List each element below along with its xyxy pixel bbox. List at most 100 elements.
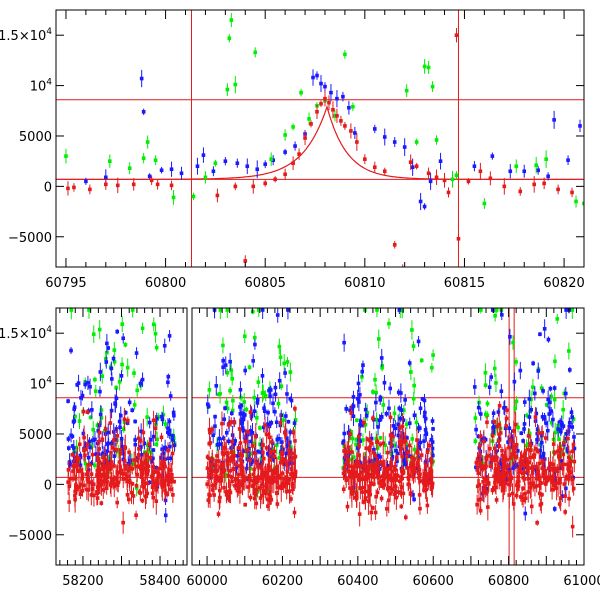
data-point (373, 453, 378, 458)
data-point (252, 395, 257, 400)
data-point (206, 404, 211, 408)
data-point (103, 427, 108, 431)
data-point (230, 439, 235, 444)
data-point (242, 400, 247, 404)
data-point (518, 368, 523, 373)
data-point (233, 439, 237, 443)
data-point (479, 437, 484, 442)
x-tick-label: 60805 (245, 276, 286, 291)
data-point (282, 477, 287, 482)
data-point (548, 386, 553, 391)
data-point (553, 430, 557, 435)
data-point (402, 455, 407, 460)
data-point (78, 492, 83, 497)
data-point (82, 435, 86, 440)
data-point (409, 455, 414, 460)
data-point (261, 425, 266, 430)
data-point (253, 50, 258, 55)
data-point (496, 410, 501, 414)
data-point (381, 441, 386, 446)
data-point (490, 458, 495, 462)
data-point (507, 477, 511, 482)
data-point (539, 455, 543, 459)
data-point (267, 498, 272, 503)
data-point (154, 442, 159, 447)
data-point (288, 370, 293, 374)
data-point (401, 418, 406, 422)
data-point (535, 427, 540, 432)
data-point (138, 438, 143, 443)
data-point (429, 438, 434, 442)
data-point (571, 486, 576, 491)
data-point (504, 424, 508, 428)
data-point (285, 481, 290, 486)
data-point (475, 458, 480, 463)
data-point (116, 480, 121, 485)
data-point (485, 413, 490, 418)
data-point (519, 461, 524, 465)
data-point (266, 451, 271, 456)
data-point (425, 503, 430, 508)
data-point (210, 427, 214, 432)
data-point (490, 308, 495, 312)
data-point (69, 348, 73, 353)
data-point (400, 454, 404, 459)
data-point (540, 492, 544, 497)
series-green (64, 13, 584, 211)
data-point (289, 467, 294, 471)
data-point (169, 487, 173, 492)
data-point (124, 476, 129, 481)
data-point (536, 437, 540, 442)
data-point (218, 475, 223, 480)
data-point (372, 447, 376, 452)
data-point (393, 426, 398, 431)
data-point (387, 485, 391, 490)
data-point (121, 336, 126, 341)
data-point (509, 476, 514, 480)
data-point (229, 475, 234, 479)
data-point (109, 451, 113, 455)
data-point (244, 476, 248, 480)
x-tick-label: 60000 (186, 574, 227, 589)
data-point (551, 466, 555, 471)
data-point (570, 477, 575, 482)
data-point (570, 308, 575, 312)
data-point (344, 478, 349, 482)
data-point (226, 439, 231, 444)
data-point (163, 422, 168, 426)
data-point (367, 474, 372, 479)
data-point (156, 415, 161, 419)
data-point (170, 434, 175, 438)
data-point (141, 430, 146, 435)
data-point (536, 168, 540, 173)
data-point (494, 381, 498, 385)
data-point (401, 435, 406, 440)
data-point (531, 361, 535, 366)
data-point (73, 497, 77, 502)
data-point (225, 406, 230, 411)
data-point (209, 472, 214, 476)
data-point (358, 439, 362, 444)
data-point (375, 446, 380, 450)
data-point (550, 487, 554, 492)
data-point (523, 496, 528, 501)
data-point (228, 458, 233, 463)
data-point (99, 482, 104, 487)
data-point (77, 419, 82, 423)
y-tick-label: 5000 (19, 428, 52, 443)
data-point (166, 380, 170, 385)
data-point (240, 426, 245, 430)
data-point (428, 179, 433, 184)
data-point (342, 449, 346, 453)
data-point (277, 344, 282, 349)
data-point (371, 390, 375, 394)
data-point (283, 371, 287, 375)
data-point (481, 491, 486, 495)
data-point (536, 473, 540, 478)
data-point (423, 416, 428, 421)
data-point (221, 365, 225, 369)
data-point (401, 491, 406, 496)
data-point (399, 447, 403, 451)
data-point (504, 478, 509, 482)
data-point (86, 470, 90, 474)
